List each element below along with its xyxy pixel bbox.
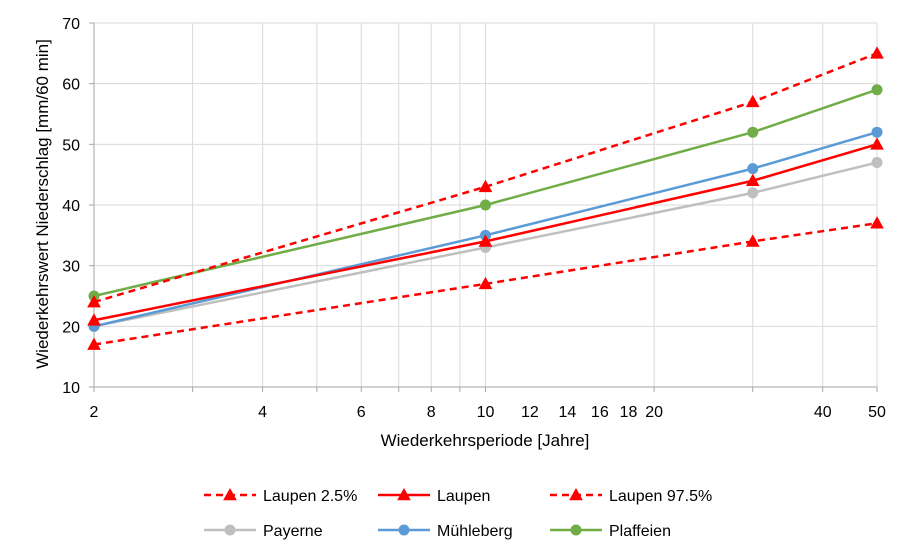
x-tick-label: 8	[427, 404, 436, 421]
series	[87, 46, 884, 350]
data-point	[478, 234, 493, 247]
x-tick-label: 6	[357, 404, 366, 421]
legend-label: Payerne	[263, 523, 323, 540]
y-tick-label: 50	[62, 137, 80, 154]
data-point	[478, 179, 493, 193]
legend-item-laupen-97-5: Laupen 97.5%	[550, 487, 712, 505]
legend-label: Mühleberg	[437, 523, 513, 540]
x-tick-label: 40	[814, 404, 832, 421]
legend-item-muehleberg: Mühleberg	[378, 523, 513, 540]
series-laupen-2-5	[87, 216, 884, 350]
legend-label: Plaffeien	[609, 523, 671, 540]
data-point	[871, 84, 883, 96]
data-point	[745, 234, 760, 247]
y-tick-label: 40	[62, 198, 80, 215]
legend: Laupen 2.5% Laupen Laupen 97.5% Payerne Mühl…	[204, 487, 712, 540]
series-plaffeien	[88, 84, 883, 302]
legend-item-laupen-2-5: Laupen 2.5%	[204, 487, 357, 505]
data-point	[87, 337, 101, 350]
legend-marker	[398, 524, 410, 536]
series-line	[93, 161, 878, 328]
x-tick-label: 50	[868, 404, 886, 421]
x-tick-label: 2	[90, 404, 99, 421]
legend-marker	[397, 487, 411, 501]
tick-labels: 10 20 30 40 50 60 70 2 4 6 8 10 12 14 16 18 20 40 50	[62, 16, 886, 421]
series-line	[93, 143, 878, 322]
data-point	[871, 157, 883, 169]
series-line	[93, 221, 878, 346]
y-tick-label: 60	[62, 77, 80, 94]
legend-marker	[224, 524, 236, 536]
legend-item-payerne: Payerne	[204, 523, 323, 540]
legend-marker	[223, 487, 237, 501]
x-tick-label: 18	[620, 404, 638, 421]
x-tick-label: 10	[477, 404, 495, 421]
data-point	[870, 216, 884, 229]
legend-item-plaffeien: Plaffeien	[550, 523, 671, 540]
data-point	[87, 313, 101, 326]
series-laupen	[87, 137, 884, 326]
x-axis-title: Wiederkehrsperiode [Jahre]	[381, 431, 590, 450]
y-axis-title: Wiederkehrswert Niederschlag [mm/60 min]	[33, 39, 52, 369]
legend-label: Laupen	[437, 488, 490, 505]
data-point	[747, 163, 759, 175]
data-point	[747, 126, 759, 138]
series-line	[93, 88, 878, 298]
data-point	[745, 173, 760, 187]
legend-marker	[569, 487, 583, 501]
data-point	[745, 94, 760, 108]
x-tick-label: 14	[558, 404, 576, 421]
y-tick-label: 20	[62, 319, 80, 336]
y-tick-label: 70	[62, 16, 80, 33]
y-tick-label: 10	[62, 380, 80, 397]
data-point	[871, 126, 883, 138]
legend-label: Laupen 2.5%	[263, 488, 357, 505]
legend-item-laupen: Laupen	[378, 487, 490, 505]
data-point	[870, 137, 884, 150]
data-point	[480, 199, 491, 211]
data-point	[87, 295, 101, 308]
data-point	[870, 46, 884, 59]
data-point	[478, 276, 493, 290]
legend-label: Laupen 97.5%	[609, 488, 712, 505]
x-tick-label: 12	[521, 404, 539, 421]
legend-marker	[570, 524, 582, 536]
x-tick-label: 16	[591, 404, 609, 421]
y-tick-label: 30	[62, 259, 80, 276]
x-tick-label: 20	[645, 404, 663, 421]
data-point	[747, 187, 759, 199]
series-laupen-97-5	[87, 46, 884, 308]
x-tick-label: 4	[258, 404, 267, 421]
series-line	[93, 52, 878, 304]
